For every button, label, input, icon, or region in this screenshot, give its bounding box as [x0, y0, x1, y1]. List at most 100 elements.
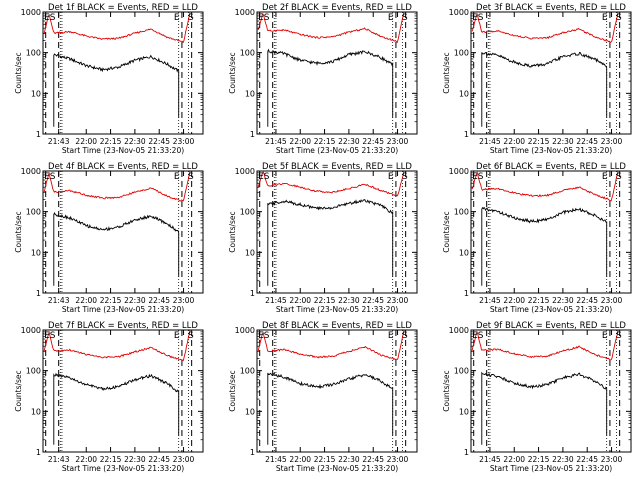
y-tick-label: 100 — [26, 49, 41, 58]
y-axis-title: Counts/sec — [228, 211, 237, 252]
x-tick-label: 21:45 — [479, 137, 501, 146]
lld-series-line — [471, 329, 619, 361]
x-axis-title: Start Time (23-Nov-05 21:33:20) — [62, 146, 184, 155]
lld-series-line — [471, 12, 619, 44]
y-tick-label: 1 — [250, 130, 255, 139]
panel-title: Det 7f BLACK = Events, RED = LLD — [48, 321, 198, 331]
marker-label-es: ES — [472, 172, 484, 182]
marker-label-s: S — [616, 331, 622, 341]
x-axis-title: Start Time (23-Nov-05 21:33:20) — [62, 464, 184, 473]
y-tick-label: 100 — [454, 208, 469, 217]
x-tick-label: 22:45 — [576, 137, 598, 146]
plot-frame — [470, 329, 632, 453]
marker-label-s: S — [402, 172, 408, 182]
plot-frame — [42, 11, 204, 135]
x-tick-label: 21:43 — [48, 455, 70, 464]
detector-panel-2: Det 2f BLACK = Events, RED = LLD 1 10 100 10… — [228, 3, 418, 155]
y-tick-label: 1000 — [449, 167, 469, 176]
lld-series-line — [257, 11, 405, 44]
y-tick-label: 100 — [26, 208, 41, 217]
y-tick-label: 1000 — [21, 8, 41, 17]
marker-label-e: E — [602, 331, 608, 341]
events-series-line — [53, 211, 180, 286]
x-tick-label: 22:15 — [314, 455, 336, 464]
marker-label-s: S — [188, 13, 194, 23]
detector-panel-6: Det 6f BLACK = Events, RED = LLD 1 10 100 10… — [442, 162, 632, 314]
x-tick-label: 22:00 — [503, 137, 525, 146]
y-tick-label: 1000 — [235, 326, 255, 335]
x-tick-label: 21:43 — [48, 137, 70, 146]
marker-label-e: E — [602, 13, 608, 23]
y-tick-label: 10 — [459, 89, 469, 98]
marker-label-es: ES — [44, 172, 56, 182]
marker-label-es: ES — [258, 13, 270, 23]
x-axis-title: Start Time (23-Nov-05 21:33:20) — [62, 305, 184, 314]
events-series-line — [481, 206, 608, 286]
y-tick-label: 100 — [240, 208, 255, 217]
events-series-line — [53, 372, 180, 445]
plot-frame — [470, 170, 632, 294]
x-axis-title: Start Time (23-Nov-05 21:33:20) — [490, 146, 612, 155]
marker-label-es: ES — [472, 331, 484, 341]
x-tick-label: 21:45 — [479, 455, 501, 464]
x-tick-label: 23:00 — [173, 137, 195, 146]
detector-panel-5: Det 5f BLACK = Events, RED = LLD 1 10 100 10… — [228, 162, 418, 314]
marker-label-es: ES — [472, 13, 484, 23]
x-tick-label: 22:30 — [552, 137, 574, 146]
x-tick-label: 23:00 — [387, 455, 409, 464]
y-tick-label: 1000 — [21, 167, 41, 176]
x-tick-label: 23:00 — [601, 296, 623, 305]
x-tick-label: 22:15 — [100, 137, 122, 146]
x-tick-label: 22:30 — [552, 455, 574, 464]
x-tick-label: 23:00 — [387, 137, 409, 146]
x-tick-label: 21:43 — [48, 296, 70, 305]
x-tick-label: 22:00 — [75, 296, 97, 305]
lld-series-line — [257, 330, 405, 361]
marker-label-e: E — [388, 172, 394, 182]
x-tick-label: 22:15 — [528, 137, 550, 146]
plot-frame — [256, 170, 418, 294]
y-tick-label: 1000 — [21, 326, 41, 335]
marker-label-s: S — [188, 331, 194, 341]
x-tick-label: 22:00 — [503, 296, 525, 305]
lld-series-line — [257, 170, 405, 197]
lld-series-line — [43, 171, 191, 202]
y-tick-label: 10 — [245, 407, 255, 416]
y-tick-label: 1 — [36, 448, 41, 457]
marker-label-e: E — [174, 13, 180, 23]
y-tick-label: 10 — [245, 89, 255, 98]
y-tick-label: 1000 — [235, 167, 255, 176]
x-tick-label: 22:00 — [503, 455, 525, 464]
x-axis-title: Start Time (23-Nov-05 21:33:20) — [276, 305, 398, 314]
x-tick-label: 22:30 — [124, 455, 146, 464]
x-tick-label: 22:00 — [75, 455, 97, 464]
detector-panel-3: Det 3f BLACK = Events, RED = LLD 1 10 100 10… — [442, 3, 632, 155]
lld-series-line — [43, 12, 191, 44]
x-axis-title: Start Time (23-Nov-05 21:33:20) — [490, 464, 612, 473]
marker-label-s: S — [402, 13, 408, 23]
y-axis-title: Counts/sec — [14, 370, 23, 411]
marker-label-s: S — [188, 172, 194, 182]
x-tick-label: 22:45 — [148, 296, 170, 305]
detector-panel-1: Det 1f BLACK = Events, RED = LLD 1 10 100 10… — [14, 3, 204, 155]
x-tick-label: 21:45 — [265, 296, 287, 305]
y-axis-title: Counts/sec — [14, 211, 23, 252]
y-axis-title: Counts/sec — [442, 370, 451, 411]
marker-label-e: E — [602, 172, 608, 182]
y-tick-label: 1000 — [449, 326, 469, 335]
x-tick-label: 21:45 — [479, 296, 501, 305]
detector-panel-4: Det 4f BLACK = Events, RED = LLD 1 10 100 10… — [14, 162, 204, 314]
y-tick-label: 10 — [31, 89, 41, 98]
x-tick-label: 22:15 — [314, 137, 336, 146]
x-tick-label: 22:15 — [100, 296, 122, 305]
y-tick-label: 1 — [36, 289, 41, 298]
x-tick-label: 22:30 — [338, 455, 360, 464]
panel-title: Det 1f BLACK = Events, RED = LLD — [48, 3, 198, 13]
x-tick-label: 22:15 — [100, 455, 122, 464]
panel-title: Det 9f BLACK = Events, RED = LLD — [476, 321, 626, 331]
panel-title: Det 6f BLACK = Events, RED = LLD — [476, 162, 626, 172]
panel-title: Det 2f BLACK = Events, RED = LLD — [262, 3, 412, 13]
y-tick-label: 1 — [464, 289, 469, 298]
detector-panel-9: Det 9f BLACK = Events, RED = LLD 1 10 100 10… — [442, 321, 632, 473]
y-tick-label: 100 — [454, 49, 469, 58]
